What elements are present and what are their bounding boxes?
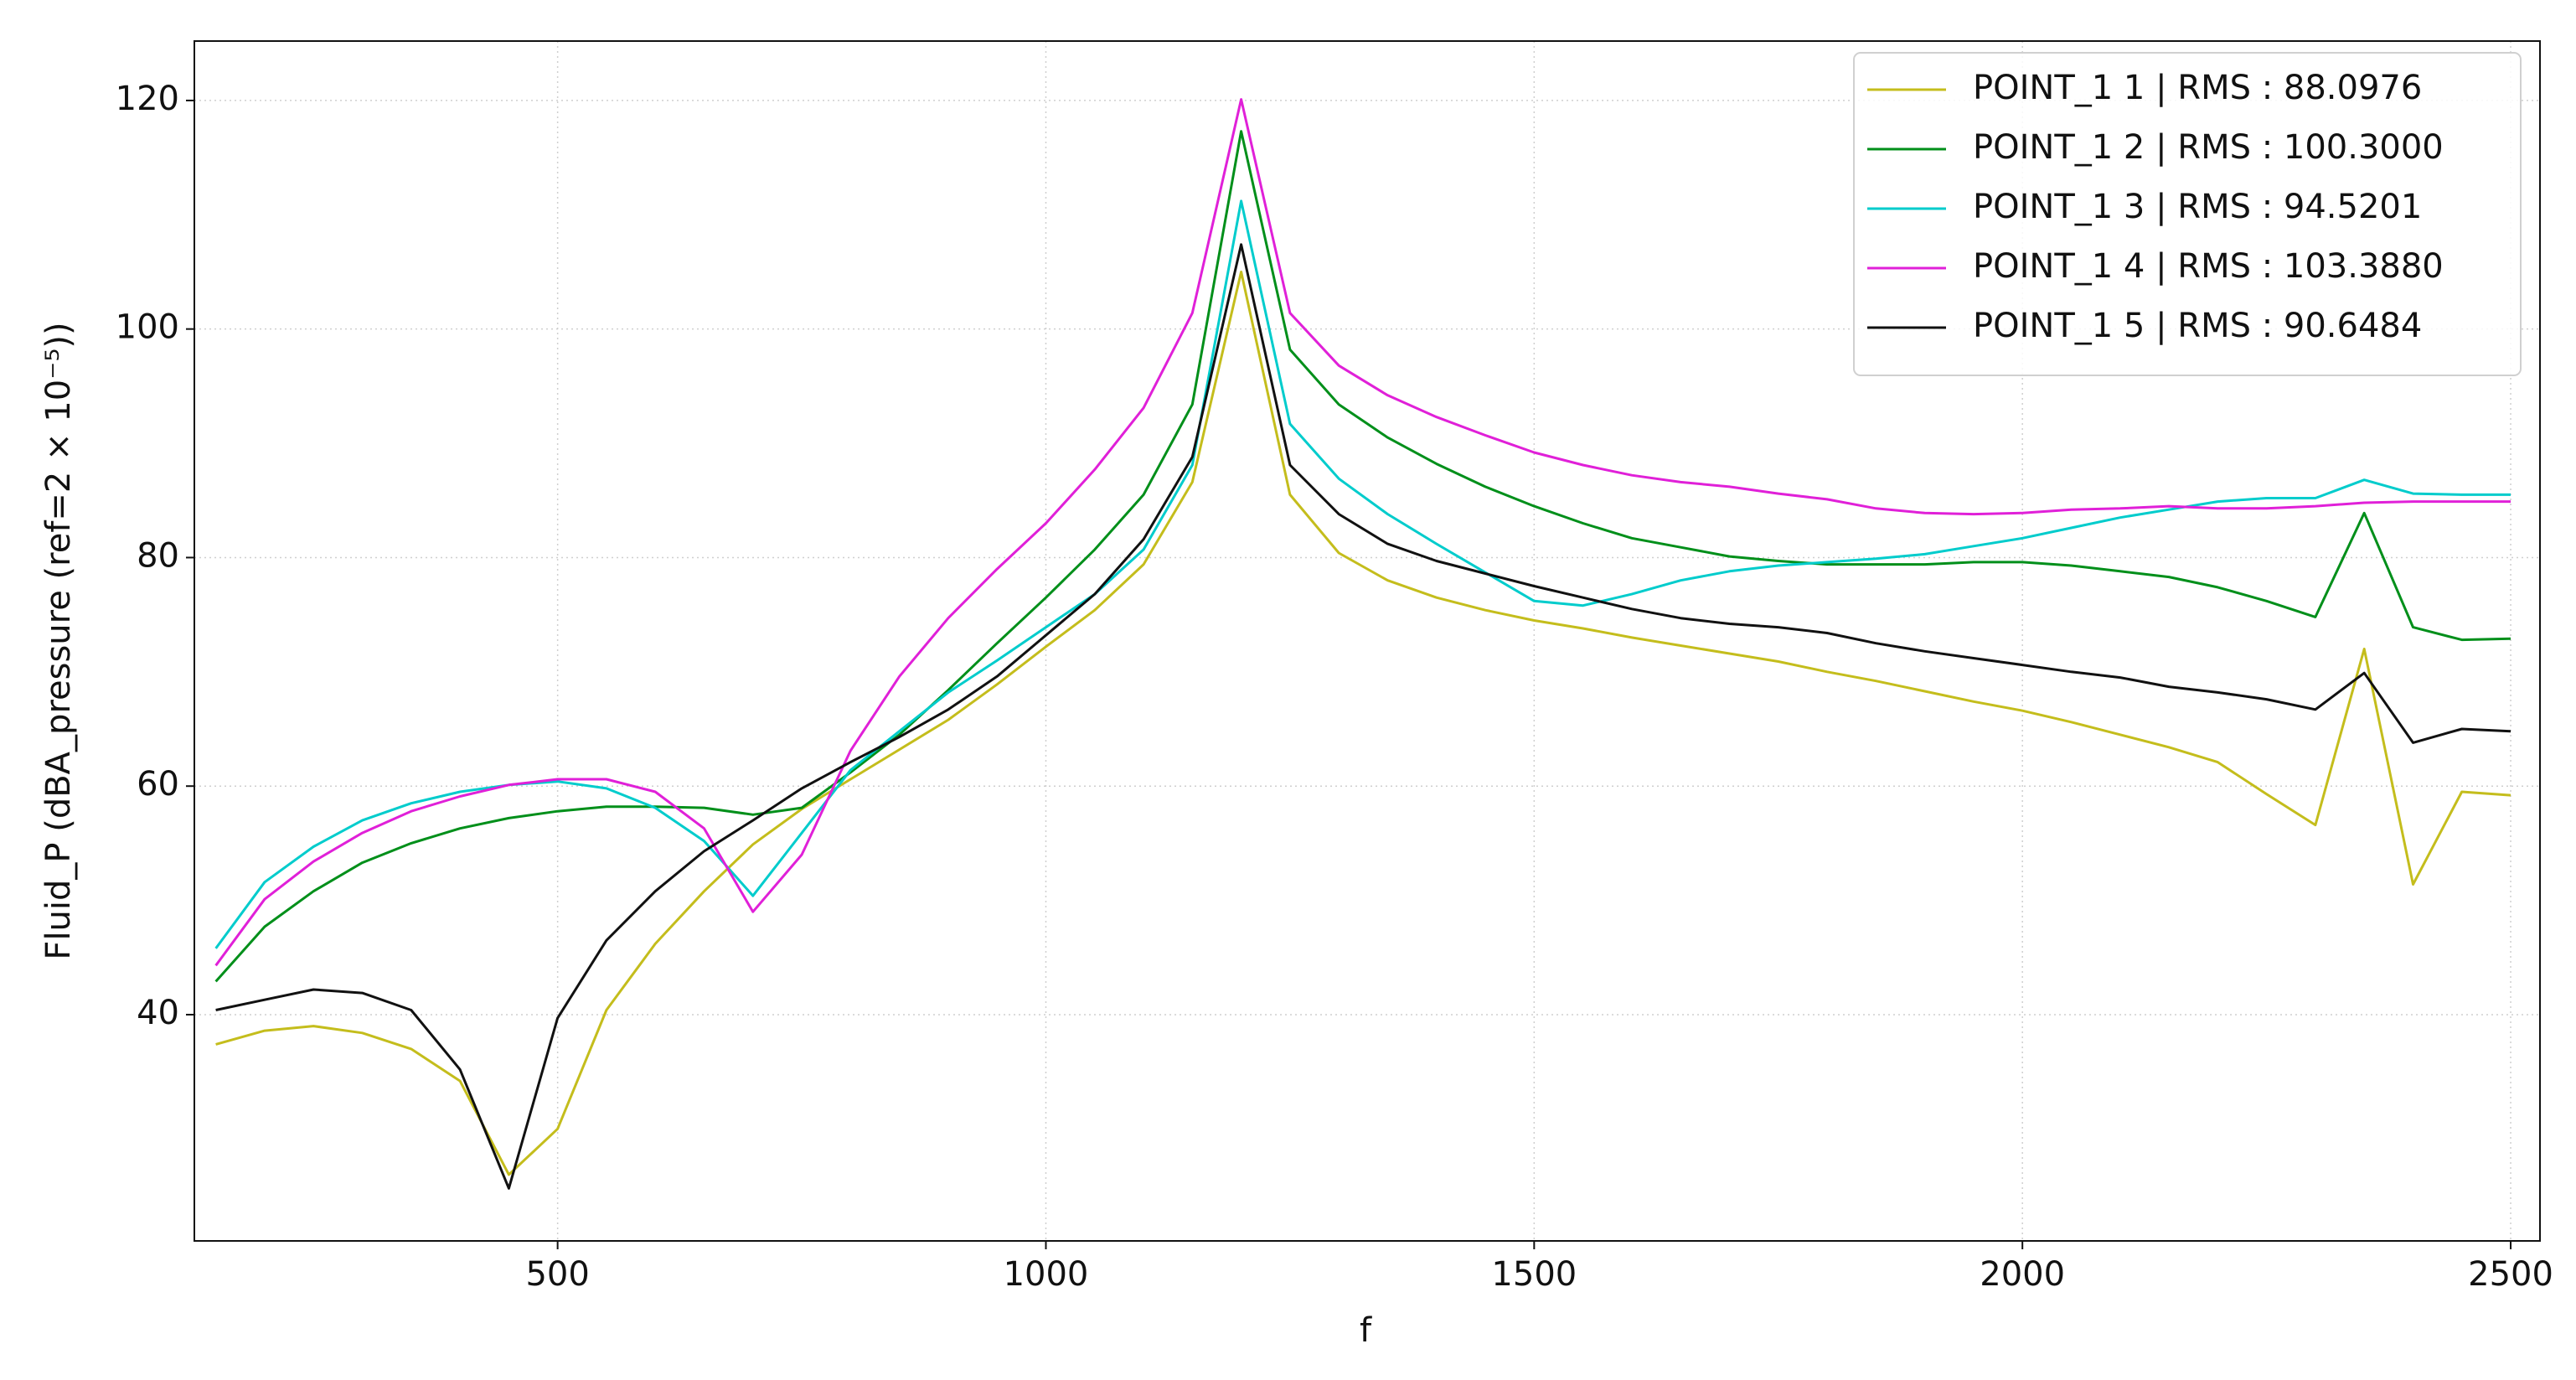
legend-label: POINT_1 4 | RMS : 103.3880 — [1973, 247, 2444, 286]
data-line — [215, 271, 2511, 1176]
y-axis-label: Fluid_P (dBA_pressure (ref=2 × 10⁻⁵)) — [39, 322, 78, 959]
legend-label: POINT_1 5 | RMS : 90.6484 — [1973, 307, 2422, 345]
legend-label: POINT_1 2 | RMS : 100.3000 — [1973, 128, 2444, 167]
legend-label: POINT_1 1 | RMS : 88.0976 — [1973, 69, 2422, 107]
x-tick-label: 1000 — [1004, 1255, 1089, 1294]
y-tick-label: 40 — [137, 994, 179, 1032]
x-tick-label: 2500 — [2468, 1255, 2553, 1294]
y-tick-label: 80 — [137, 536, 179, 575]
x-axis-label: f — [1360, 1311, 1372, 1350]
legend-box — [1853, 52, 2522, 376]
x-tick-label: 2000 — [1980, 1255, 2065, 1294]
x-tick-label: 1500 — [1491, 1255, 1577, 1294]
x-tick-label: 500 — [525, 1255, 589, 1294]
y-tick-label: 120 — [116, 80, 179, 118]
y-tick-label: 100 — [116, 308, 179, 347]
data-line — [215, 243, 2511, 1190]
y-tick-label: 60 — [137, 765, 179, 804]
legend-label: POINT_1 3 | RMS : 94.5201 — [1973, 188, 2422, 226]
data-line — [214, 98, 2511, 967]
data-line — [214, 199, 2511, 949]
plot-frame — [194, 40, 2541, 1242]
data-line — [214, 130, 2511, 983]
